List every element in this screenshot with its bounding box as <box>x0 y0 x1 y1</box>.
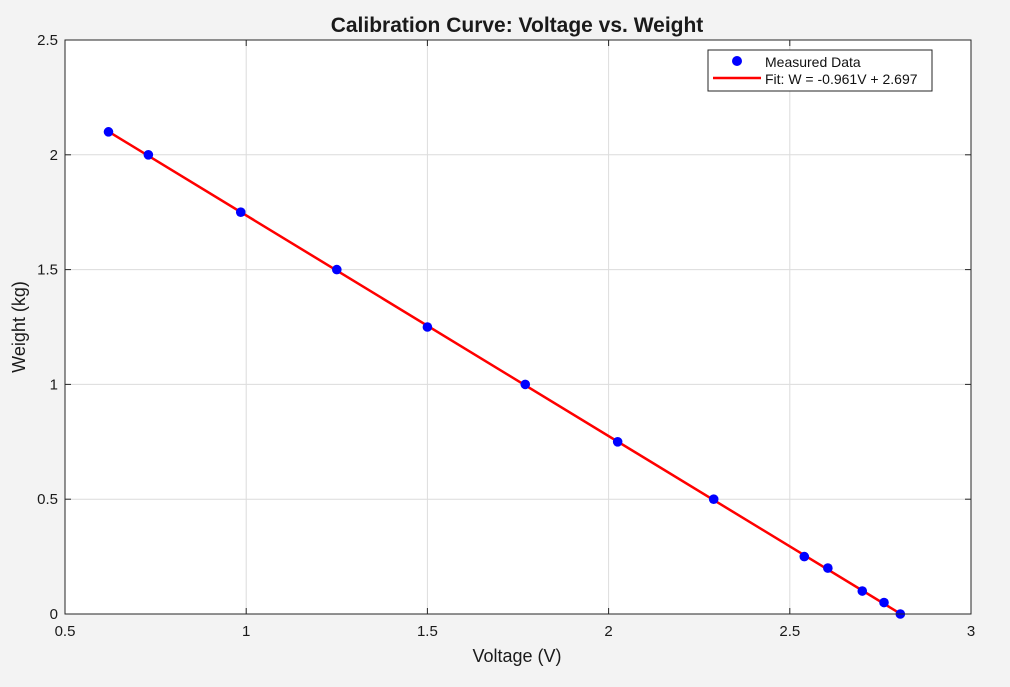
data-point <box>235 207 246 217</box>
plot-area <box>65 40 971 614</box>
data-point <box>823 563 833 573</box>
data-point <box>799 551 810 562</box>
legend: Measured Data Fit: W = -0.961V + 2.697 <box>707 49 933 92</box>
y-tick-label: 0 <box>50 606 58 623</box>
y-tick-label: 2.5 <box>37 32 58 49</box>
x-tick-label: 2.5 <box>779 623 800 640</box>
y-axis-label: Weight (kg) <box>9 281 29 373</box>
y-tick-label: 1 <box>50 376 58 393</box>
data-point <box>879 597 889 608</box>
y-tick-label: 2 <box>50 147 58 164</box>
x-tick-label: 2 <box>604 623 612 640</box>
x-tick-label: 1 <box>242 623 250 640</box>
legend-marker-measured <box>732 56 742 66</box>
legend-label-fit: Fit: W = -0.961V + 2.697 <box>765 71 918 87</box>
legend-box <box>707 49 933 92</box>
data-point <box>103 127 114 137</box>
data-point <box>520 379 531 390</box>
x-tick-label: 3 <box>967 623 975 640</box>
data-point <box>143 150 154 160</box>
y-tick-label: 1.5 <box>37 262 58 279</box>
x-tick-label: 1.5 <box>417 623 438 640</box>
data-point <box>422 322 433 332</box>
plot-series <box>103 127 906 619</box>
x-axis-label: Voltage (V) <box>472 646 561 666</box>
data-point <box>612 437 623 447</box>
data-point <box>708 494 719 505</box>
chart-title: Calibration Curve: Voltage vs. Weight <box>331 14 704 37</box>
data-point <box>332 264 342 275</box>
axes-frame <box>64 39 972 615</box>
x-tick-label: 0.5 <box>55 623 76 640</box>
data-point <box>857 586 868 596</box>
y-tick-labels: 0 0.5 1 1.5 2 2.5 <box>37 32 58 623</box>
y-tick-label: 0.5 <box>37 491 58 508</box>
x-tick-labels: 0.5 1 1.5 2 2.5 3 <box>55 623 976 640</box>
legend-label-measured: Measured Data <box>765 54 861 70</box>
